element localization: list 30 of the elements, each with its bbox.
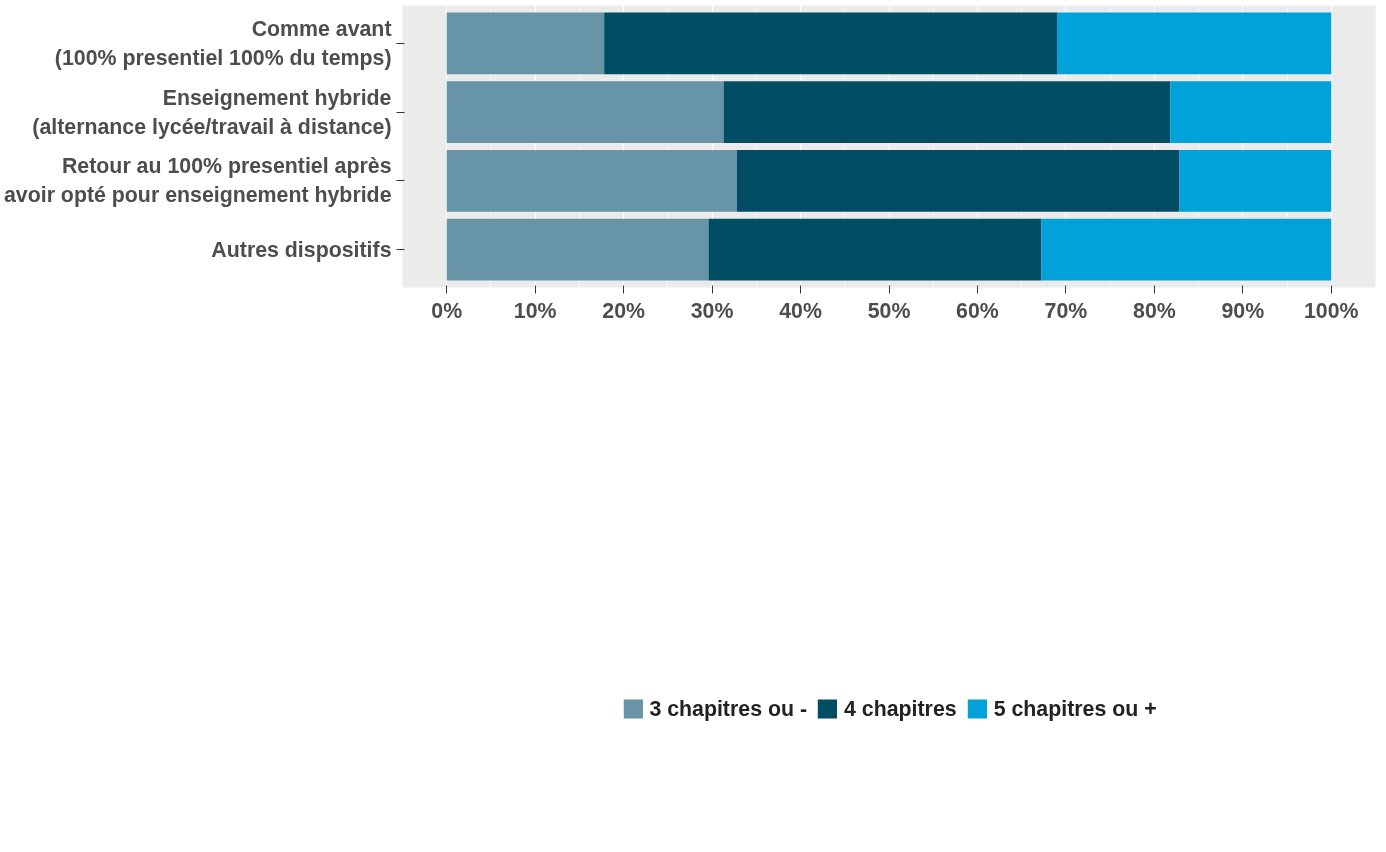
y-tick-label: Comme avant (100% presentiel 100% du temps) xyxy=(54,16,392,70)
bar xyxy=(736,149,1180,212)
y-tick-label: Retour au 100% presentiel après avoir opté pour enseignement hybride xyxy=(3,154,392,208)
bar xyxy=(1170,81,1332,144)
legend-label: 5 chapitres ou + xyxy=(993,696,1157,722)
legend-label: 4 chapitres xyxy=(844,696,957,722)
y-tick-label: Autres dispositifs xyxy=(211,237,392,262)
bar xyxy=(723,81,1171,144)
x-tick-label: 0% xyxy=(431,298,463,323)
x-tick-label: 70% xyxy=(1044,298,1088,323)
x-tick-label: 50% xyxy=(867,298,911,323)
bar xyxy=(446,149,737,212)
x-tick-label: 30% xyxy=(690,298,734,323)
x-tick-label: 60% xyxy=(956,298,999,323)
bar xyxy=(446,12,605,75)
y-tick-label: Enseignement hybride (alternance lycée/travail à distance) xyxy=(32,85,392,139)
bar xyxy=(1179,149,1332,212)
x-tick-label: 10% xyxy=(513,298,557,323)
bar xyxy=(446,81,724,144)
bar xyxy=(1057,12,1332,75)
bar xyxy=(708,218,1042,281)
x-tick-label: 80% xyxy=(1133,298,1176,323)
bar xyxy=(446,218,709,281)
bar xyxy=(1041,218,1332,281)
x-tick-label: 100% xyxy=(1304,298,1359,323)
legend-label: 3 chapitres ou - xyxy=(649,696,808,722)
x-tick-label: 20% xyxy=(602,298,646,323)
x-tick-label: 40% xyxy=(779,298,822,323)
x-tick-label: 90% xyxy=(1221,298,1265,323)
bar xyxy=(604,12,1058,75)
